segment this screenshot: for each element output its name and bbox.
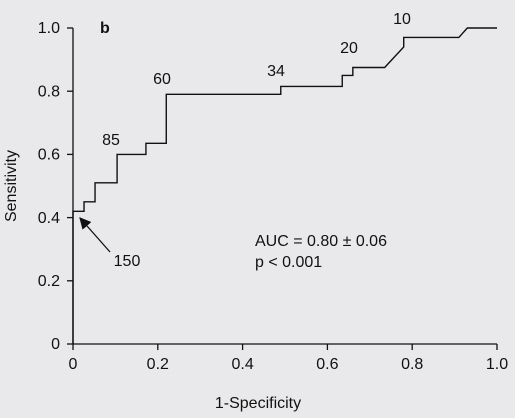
x-tick-label: 0.6: [316, 356, 338, 373]
annotation: 34: [267, 63, 285, 80]
annotation: 10: [393, 11, 411, 28]
x-tick-label: 0.2: [147, 356, 169, 373]
x-tick-label: 0.8: [401, 356, 423, 373]
x-tick-label: 0: [69, 356, 78, 373]
annotation: p < 0.001: [255, 254, 322, 271]
y-tick-label: 1.0: [38, 20, 60, 37]
arrow: [79, 217, 111, 253]
roc-curve: [72, 27, 497, 344]
y-tick-label: 0.2: [38, 273, 60, 290]
panel-label: b: [100, 20, 110, 37]
y-axis-label: Sensitivity: [3, 150, 20, 222]
annotation: AUC = 0.80 ± 0.06: [255, 233, 387, 250]
annotation: 60: [153, 71, 171, 88]
annotation: 150: [114, 253, 141, 270]
y-tick-label: 0.8: [38, 83, 60, 100]
annotation: 20: [340, 40, 358, 57]
y-tick-label: 0.6: [38, 147, 60, 164]
x-tick-label: 0.4: [231, 356, 253, 373]
x-axis-label: 1-Specificity: [215, 395, 301, 412]
x-tick-label: 1.0: [486, 356, 508, 373]
y-tick-label: 0.4: [38, 210, 60, 227]
annotation: 85: [102, 132, 120, 149]
y-tick-label: 0: [51, 336, 60, 353]
